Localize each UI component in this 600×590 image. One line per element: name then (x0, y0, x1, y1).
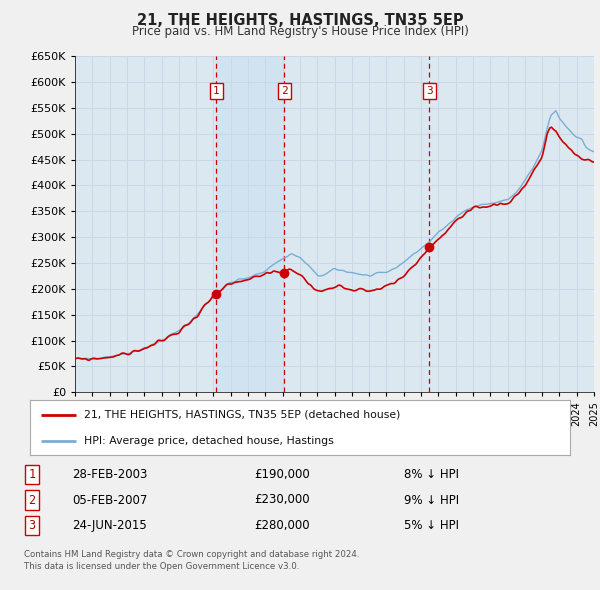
Text: £230,000: £230,000 (254, 493, 310, 506)
Text: Contains HM Land Registry data © Crown copyright and database right 2024.: Contains HM Land Registry data © Crown c… (24, 550, 359, 559)
Text: 21, THE HEIGHTS, HASTINGS, TN35 5EP: 21, THE HEIGHTS, HASTINGS, TN35 5EP (137, 13, 463, 28)
Text: 1: 1 (213, 86, 220, 96)
Text: 8% ↓ HPI: 8% ↓ HPI (404, 468, 458, 481)
Bar (216, 56, 284, 392)
Text: £190,000: £190,000 (254, 468, 310, 481)
Text: Price paid vs. HM Land Registry's House Price Index (HPI): Price paid vs. HM Land Registry's House … (131, 25, 469, 38)
Text: 05-FEB-2007: 05-FEB-2007 (73, 493, 148, 506)
Text: 3: 3 (29, 519, 36, 532)
Text: 1: 1 (29, 468, 36, 481)
Text: 2: 2 (281, 86, 288, 96)
Text: 28-FEB-2003: 28-FEB-2003 (73, 468, 148, 481)
Text: This data is licensed under the Open Government Licence v3.0.: This data is licensed under the Open Gov… (24, 562, 299, 571)
Text: 5% ↓ HPI: 5% ↓ HPI (404, 519, 458, 532)
Text: 21, THE HEIGHTS, HASTINGS, TN35 5EP (detached house): 21, THE HEIGHTS, HASTINGS, TN35 5EP (det… (84, 410, 400, 420)
Text: 24-JUN-2015: 24-JUN-2015 (73, 519, 147, 532)
Text: 9% ↓ HPI: 9% ↓ HPI (404, 493, 459, 506)
Text: HPI: Average price, detached house, Hastings: HPI: Average price, detached house, Hast… (84, 436, 334, 446)
Text: 3: 3 (426, 86, 433, 96)
Text: 2: 2 (29, 493, 36, 506)
Text: £280,000: £280,000 (254, 519, 310, 532)
